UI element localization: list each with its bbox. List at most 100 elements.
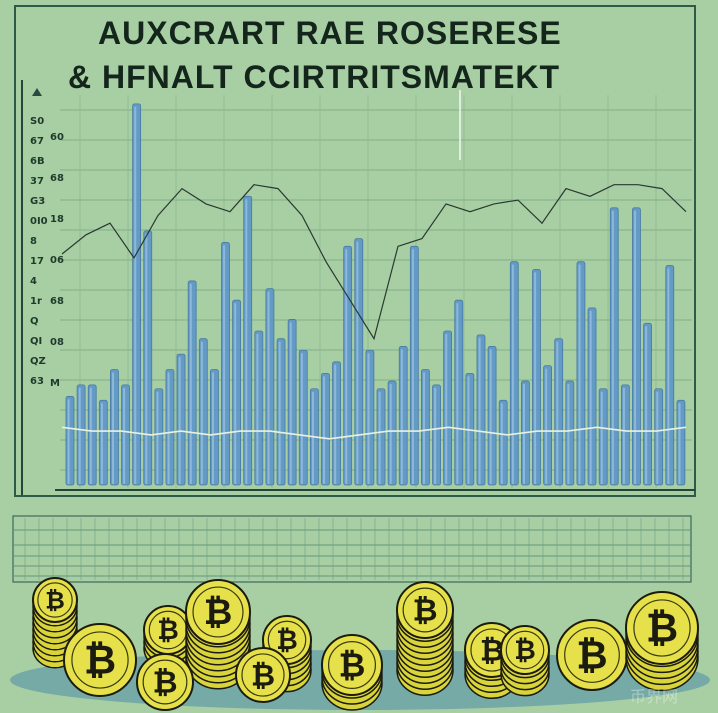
bar-highlight xyxy=(78,387,81,484)
lower-grid-panel xyxy=(12,515,692,583)
bar xyxy=(221,242,230,486)
bar-highlight xyxy=(356,241,359,484)
bar xyxy=(176,353,186,486)
bar xyxy=(298,349,308,486)
coin xyxy=(136,653,194,711)
y-tick-label: 68 xyxy=(50,173,64,184)
bar xyxy=(98,399,108,486)
bar-highlight xyxy=(323,376,326,484)
watermark: 币界网 xyxy=(630,687,678,706)
y-tick-label: Q xyxy=(30,316,39,327)
y-tick-label: S0 xyxy=(30,116,44,127)
bar xyxy=(565,380,575,486)
bitcoin-icon: ₿ xyxy=(152,665,177,701)
bar-highlight xyxy=(567,384,570,484)
bar xyxy=(398,345,408,486)
bar-highlight xyxy=(600,391,603,484)
bar xyxy=(432,384,441,486)
bar-highlight xyxy=(589,310,592,484)
coin xyxy=(321,634,383,696)
bitcoin-icon: ₿ xyxy=(339,645,366,684)
bitcoin-icon: ₿ xyxy=(514,635,536,666)
coin xyxy=(396,581,454,639)
bar-highlight xyxy=(67,399,70,484)
bar xyxy=(187,280,197,486)
coin-rim xyxy=(267,620,307,660)
bar-highlight xyxy=(622,387,625,484)
bar xyxy=(409,245,419,486)
bar xyxy=(87,384,97,486)
bar-highlight xyxy=(456,303,459,484)
bar-highlight xyxy=(278,341,281,484)
y-tick-label: 63 xyxy=(30,376,44,387)
bar xyxy=(487,345,497,486)
bar-highlight xyxy=(478,337,481,484)
bitcoin-icon: ₿ xyxy=(576,633,607,678)
bar xyxy=(354,238,364,486)
bar xyxy=(332,361,341,486)
bar-highlight xyxy=(300,353,303,484)
axis-arrow-icon xyxy=(32,88,42,96)
y-tick-label: 17 xyxy=(30,256,44,267)
bar-highlight xyxy=(645,326,648,484)
bar-highlight xyxy=(378,391,381,484)
coin-rim xyxy=(192,586,244,638)
coin-rim xyxy=(633,599,691,657)
bar xyxy=(598,388,608,486)
y-tick-label: 60 xyxy=(50,132,64,143)
bar-highlight xyxy=(100,403,103,484)
grid-lines xyxy=(60,95,692,488)
bar-highlight xyxy=(578,264,581,484)
bar xyxy=(509,261,519,486)
bar-highlight xyxy=(511,264,514,484)
bar-highlight xyxy=(134,106,137,484)
coin xyxy=(63,623,137,697)
bar-highlight xyxy=(400,349,403,484)
bar xyxy=(209,369,219,486)
y-tick-label: 18 xyxy=(50,214,64,225)
bar xyxy=(110,369,119,486)
bar xyxy=(654,388,664,486)
bar-highlight xyxy=(223,245,226,484)
bar xyxy=(498,399,508,486)
chart-title-line-2: & HFNALT CCIRTRITSMATEKT xyxy=(68,59,560,95)
bar-highlight xyxy=(522,384,525,484)
y-tick-label: 37 xyxy=(30,176,44,187)
bar-highlight xyxy=(678,403,681,484)
bar xyxy=(143,230,153,486)
bar xyxy=(421,369,430,486)
line-series-2 xyxy=(61,426,687,440)
bar xyxy=(376,388,386,486)
bar-highlight xyxy=(500,403,503,484)
bar-highlight xyxy=(145,233,148,484)
bar xyxy=(632,207,641,486)
bar-highlight xyxy=(267,291,270,484)
coin-rim xyxy=(142,659,188,705)
bar xyxy=(76,384,86,486)
bitcoin-icon: ₿ xyxy=(276,625,298,656)
coin-rim xyxy=(241,653,285,697)
bar-highlight xyxy=(256,334,259,484)
bar-highlight xyxy=(112,372,115,484)
line-series-1 xyxy=(61,184,687,341)
bar-highlight xyxy=(234,303,237,484)
bar xyxy=(243,195,253,486)
coin xyxy=(185,579,251,645)
bar-highlight xyxy=(167,372,170,484)
bar xyxy=(265,288,275,486)
bar-highlight xyxy=(311,391,314,484)
bitcoin-icon: ₿ xyxy=(45,586,65,614)
y-tick-label: 8 xyxy=(30,236,37,247)
bar-highlight xyxy=(189,283,192,484)
y-tick-labels-left: S0 67 6B 37 G3 0I0 8 17 4 1r Q QI QZ 63 xyxy=(30,116,48,387)
bar xyxy=(643,322,652,486)
bar xyxy=(254,330,264,486)
chart-frame xyxy=(14,5,696,497)
bar xyxy=(665,265,675,486)
bar-highlight xyxy=(367,353,370,484)
bar-highlight xyxy=(211,372,214,484)
bar xyxy=(587,307,597,486)
bar-highlight xyxy=(656,391,659,484)
bar xyxy=(454,299,464,486)
chart-title-line-1: AUXCRART RAE ROSERESE xyxy=(98,15,562,51)
